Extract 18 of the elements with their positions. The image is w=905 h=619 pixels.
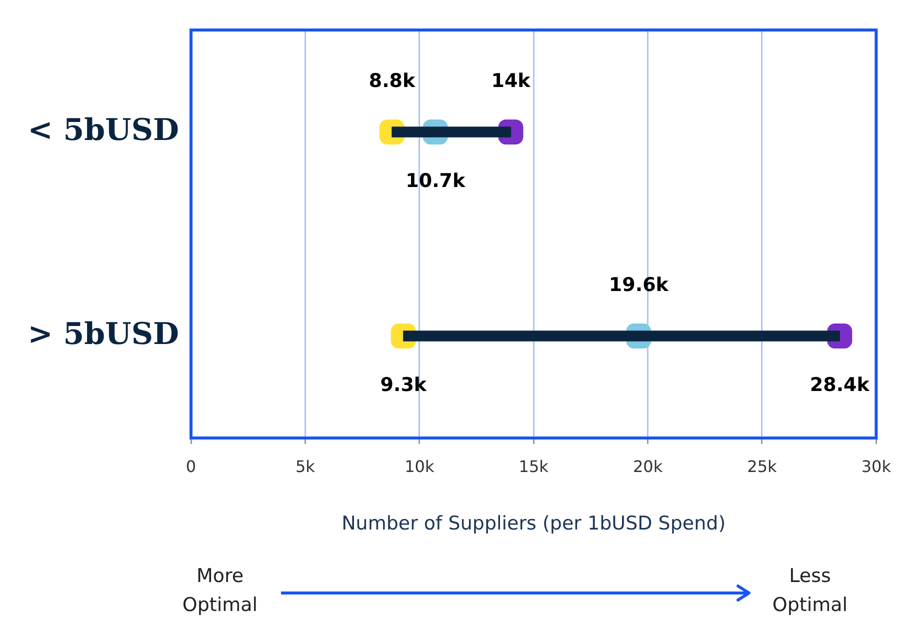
data-label: 9.3k	[380, 374, 427, 396]
x-axis-title: Number of Suppliers (per 1bUSD Spend)	[342, 512, 726, 535]
data-label: 10.7k	[406, 170, 466, 192]
y-tick-label: < 5bUSD	[28, 112, 179, 148]
x-tick-label: 20k	[632, 456, 664, 476]
data-label: 28.4k	[810, 374, 870, 396]
data-label: 8.8k	[368, 70, 416, 92]
data-label: 14k	[491, 70, 531, 92]
text: More Optimal	[181, 564, 259, 618]
x-tick-label: 15k	[518, 456, 550, 476]
x-tick-label: 25k	[747, 456, 778, 476]
x-tick-label: 10k	[404, 456, 435, 476]
y-tick-label: > 5bUSD	[28, 316, 179, 352]
data-label: 19.6k	[608, 274, 669, 296]
x-tick-label: 5k	[295, 456, 316, 476]
text: Less Optimal	[771, 564, 849, 618]
x-tick-label: 0	[186, 456, 196, 476]
x-tick-label: 30k	[861, 456, 892, 476]
